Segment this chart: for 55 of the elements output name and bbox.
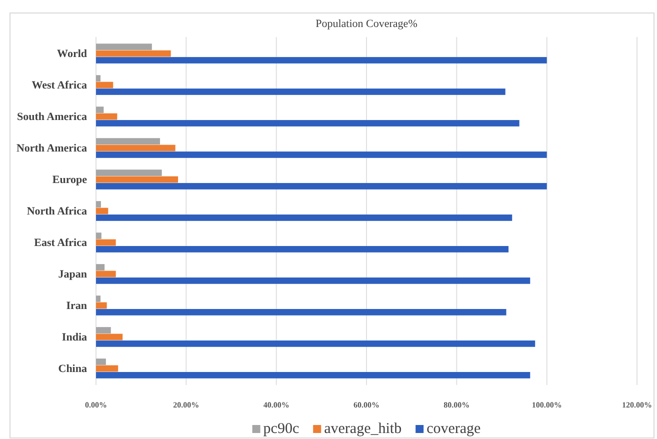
bar [96, 88, 506, 95]
bar [96, 50, 171, 57]
bar [96, 44, 152, 50]
bar [96, 296, 101, 302]
bar [96, 113, 118, 120]
bar [96, 144, 176, 152]
legend-label: coverage [426, 421, 482, 437]
x-tick-label: 100.00% [532, 400, 562, 410]
bar [96, 138, 160, 144]
y-tick-label: South America [17, 111, 88, 124]
x-tick-label: 0.00% [85, 400, 107, 410]
legend-label: average_hitb [324, 421, 402, 437]
x-tick-label: 120.00% [622, 400, 652, 410]
x-tick-label: 60.00% [354, 400, 380, 410]
bar [96, 152, 547, 158]
bar [96, 214, 512, 221]
bar [96, 334, 123, 340]
y-tick-label: Japan [58, 268, 87, 281]
bar [96, 239, 116, 246]
bar [96, 327, 111, 334]
bar [96, 82, 114, 88]
bar [96, 358, 106, 365]
bar [96, 302, 107, 309]
x-tick-label: 40.00% [263, 400, 290, 410]
bar [96, 176, 178, 183]
bar [96, 340, 536, 347]
chart-title: Population Coverage% [316, 18, 418, 30]
bar [96, 170, 162, 176]
bar [96, 183, 547, 190]
bar [96, 264, 105, 270]
bar [96, 270, 116, 278]
y-tick-label: East Africa [34, 237, 88, 250]
y-tick-label: World [57, 48, 87, 60]
bar [96, 57, 547, 64]
x-tick-label: 80.00% [444, 400, 470, 410]
y-tick-label: North Africa [26, 206, 88, 218]
bar [96, 106, 104, 113]
y-tick-label: Iran [66, 300, 87, 312]
y-tick-label: North America [16, 142, 88, 155]
y-tick-label: Europe [52, 174, 88, 186]
bar [96, 246, 509, 252]
y-tick-label: India [62, 331, 88, 344]
bar [96, 120, 520, 126]
bar [96, 75, 101, 82]
bar [96, 365, 118, 372]
legend-label: pc90c [263, 421, 300, 437]
bar [96, 278, 530, 284]
bar [96, 208, 108, 214]
bar [96, 372, 530, 378]
bar [96, 309, 506, 316]
x-tick-label: 20.00% [173, 400, 200, 410]
y-tick-label: China [58, 362, 88, 375]
bar [96, 232, 102, 239]
y-tick-label: West Africa [32, 80, 88, 92]
bar [96, 201, 101, 208]
